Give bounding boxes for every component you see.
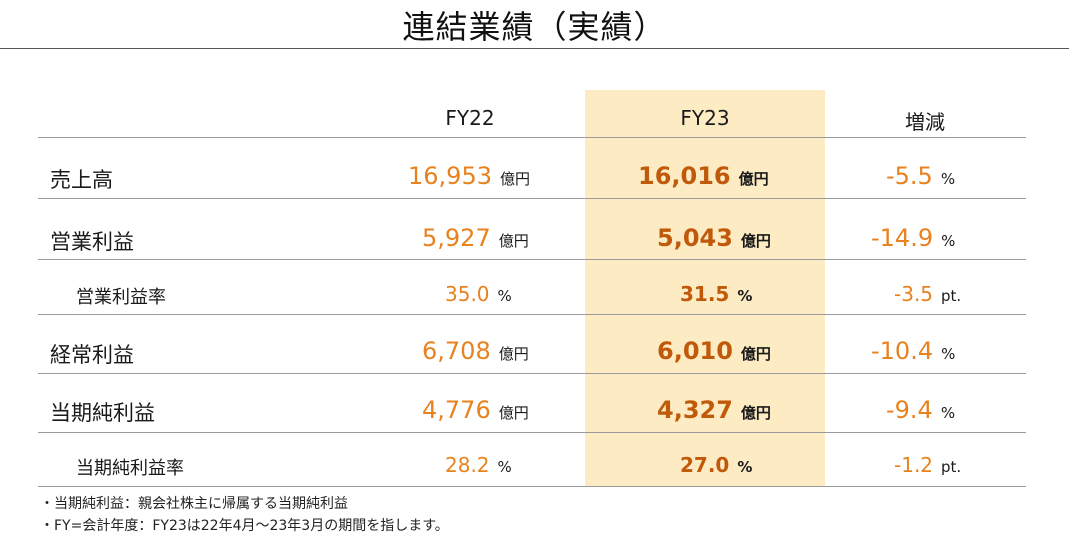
sales-fy22: 16,953 億円 bbox=[408, 162, 530, 190]
operating-margin-change-unit: pt. bbox=[941, 287, 962, 305]
net-margin-fy23-value: 27.0 bbox=[680, 453, 730, 477]
sales-fy22-value: 16,953 bbox=[408, 162, 492, 190]
page-title: 連結業績（実績） bbox=[402, 8, 667, 46]
header-rule bbox=[38, 137, 1026, 138]
operating-margin-fy23: 31.5% bbox=[680, 282, 752, 306]
net-profit-change-unit: % bbox=[940, 404, 956, 422]
operating-profit-fy22: 5,927 億円 bbox=[422, 224, 529, 252]
row-label-net-profit: 当期純利益 bbox=[50, 401, 155, 425]
sales-fy22-unit: 億円 bbox=[499, 170, 530, 188]
operating-margin-change-value: -3.5 bbox=[894, 282, 934, 306]
net-profit-fy22-unit: 億円 bbox=[498, 404, 529, 422]
operating-margin-fy22: 35.0% bbox=[445, 282, 512, 306]
ordinary-profit-fy23: 6,010 億円 bbox=[657, 337, 771, 365]
row-label-operating-profit: 営業利益 bbox=[50, 230, 134, 254]
title-divider bbox=[0, 48, 1069, 49]
operating-profit-change-value: -14.9 bbox=[871, 224, 934, 252]
net-profit-change-value: -9.4 bbox=[886, 396, 933, 424]
footnote-fiscal-year: ・FY=会計年度：FY23は22年4月～23年3月の期間を指します。 bbox=[40, 518, 449, 534]
ordinary-profit-fy22-unit: 億円 bbox=[498, 345, 529, 363]
operating-margin-change: -3.5 pt. bbox=[894, 282, 961, 306]
header-change: 増減 bbox=[905, 110, 945, 134]
fy23-column-highlight bbox=[585, 90, 825, 486]
operating-profit-change: -14.9% bbox=[871, 224, 955, 252]
net-profit-fy22: 4,776 億円 bbox=[422, 396, 529, 424]
net-profit-fy23-unit: 億円 bbox=[740, 404, 771, 422]
net-profit-fy23-value: 4,327 bbox=[657, 396, 733, 424]
net-profit-fy22-value: 4,776 bbox=[422, 396, 491, 424]
net-margin-fy22-value: 28.2 bbox=[445, 453, 490, 477]
sales-fy23: 16,016 億円 bbox=[638, 162, 769, 190]
net-margin-change: -1.2 pt. bbox=[894, 453, 961, 477]
header-fy22: FY22 bbox=[445, 106, 495, 130]
ordinary-profit-fy22-value: 6,708 bbox=[422, 337, 491, 365]
row-rule bbox=[38, 432, 1026, 433]
ordinary-profit-fy23-value: 6,010 bbox=[657, 337, 733, 365]
operating-margin-fy22-unit: % bbox=[497, 287, 512, 305]
sales-fy23-unit: 億円 bbox=[738, 170, 769, 188]
row-label-sales: 売上高 bbox=[50, 168, 113, 192]
operating-margin-fy23-unit: % bbox=[737, 287, 753, 305]
sales-change-value: -5.5 bbox=[886, 162, 933, 190]
ordinary-profit-change-value: -10.4 bbox=[871, 337, 934, 365]
operating-profit-fy23: 5,043 億円 bbox=[657, 224, 771, 252]
ordinary-profit-change-unit: % bbox=[941, 345, 956, 363]
row-rule bbox=[38, 373, 1026, 374]
net-margin-change-unit: pt. bbox=[941, 458, 962, 476]
sales-change-unit: % bbox=[940, 170, 956, 188]
net-profit-fy23: 4,327 億円 bbox=[657, 396, 771, 424]
operating-profit-fy23-unit: 億円 bbox=[740, 232, 771, 250]
operating-profit-fy22-unit: 億円 bbox=[498, 232, 529, 250]
net-margin-fy22: 28.2% bbox=[445, 453, 512, 477]
net-profit-change: -9.4% bbox=[886, 396, 955, 424]
net-margin-fy22-unit: % bbox=[497, 458, 512, 476]
row-rule bbox=[38, 259, 1026, 260]
row-label-operating-margin: 営業利益率 bbox=[76, 287, 166, 308]
operating-margin-fy23-value: 31.5 bbox=[680, 282, 730, 306]
operating-profit-fy22-value: 5,927 bbox=[422, 224, 491, 252]
row-label-net-margin: 当期純利益率 bbox=[76, 458, 184, 479]
ordinary-profit-fy23-unit: 億円 bbox=[740, 345, 771, 363]
operating-margin-fy22-value: 35.0 bbox=[445, 282, 490, 306]
ordinary-profit-change: -10.4% bbox=[871, 337, 955, 365]
sales-fy23-value: 16,016 bbox=[638, 162, 731, 190]
header-fy23: FY23 bbox=[680, 106, 730, 130]
footnote-net-profit: ・当期純利益：親会社株主に帰属する当期純利益 bbox=[40, 496, 348, 512]
ordinary-profit-fy22: 6,708 億円 bbox=[422, 337, 529, 365]
net-margin-change-value: -1.2 bbox=[894, 453, 934, 477]
sales-change: -5.5% bbox=[886, 162, 955, 190]
operating-profit-fy23-value: 5,043 bbox=[657, 224, 733, 252]
row-rule bbox=[38, 198, 1026, 199]
table-bottom-rule bbox=[38, 486, 1026, 487]
row-rule bbox=[38, 314, 1026, 315]
row-label-ordinary-profit: 経常利益 bbox=[50, 343, 134, 367]
operating-profit-change-unit: % bbox=[941, 232, 956, 250]
net-margin-fy23-unit: % bbox=[737, 458, 753, 476]
net-margin-fy23: 27.0% bbox=[680, 453, 752, 477]
